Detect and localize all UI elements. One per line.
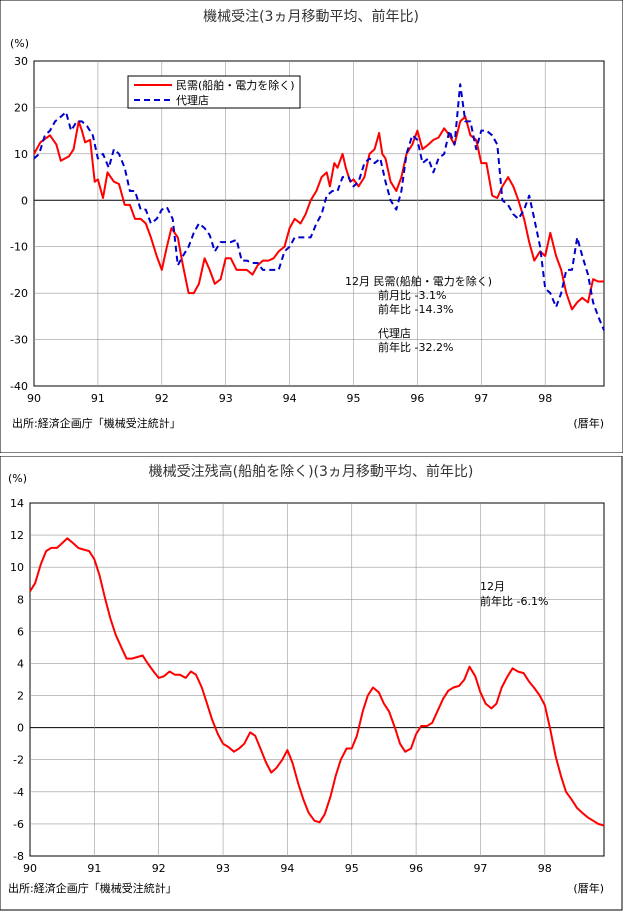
x-tick-label: 98 <box>538 392 552 405</box>
y-tick-label: -4 <box>13 786 24 799</box>
x-tick-label: 96 <box>410 392 424 405</box>
series-line-0 <box>29 537 605 827</box>
y-tick-label: 6 <box>17 625 24 638</box>
y-tick-label: 10 <box>10 561 24 574</box>
x-axis-label: (暦年) <box>573 881 604 895</box>
x-tick-label: 91 <box>91 392 105 405</box>
annotation-line: 前年比 -14.3% <box>378 302 453 316</box>
y-tick-label: -30 <box>10 334 28 347</box>
y-tick-label: 0 <box>17 722 24 735</box>
y-tick-label: 30 <box>14 55 28 68</box>
order-backlog-chart-panel: 機械受注残高(船舶を除く)(3ヵ月移動平均、前年比) (%) 出所:経済企画庁「… <box>0 455 623 911</box>
series-line-1 <box>33 83 605 331</box>
machine-orders-chart-panel: 機械受注(3ヵ月移動平均、前年比) (%) 出所:経済企画庁「機械受注統計」 (… <box>0 0 623 454</box>
legend-label-agency: 代理店 <box>176 93 209 107</box>
x-tick-label: 95 <box>345 862 359 875</box>
x-tick-label: 96 <box>409 862 423 875</box>
y-tick-label: -40 <box>10 380 28 393</box>
y-tick-label: 10 <box>14 148 28 161</box>
x-tick-label: 93 <box>219 392 233 405</box>
y-tick-label: 0 <box>21 194 28 207</box>
x-tick-label: 94 <box>283 392 297 405</box>
y-tick-label: -10 <box>10 241 28 254</box>
legend-box <box>127 75 301 109</box>
x-tick-label: 98 <box>538 862 552 875</box>
legend: 民需(船舶・電力を除く) 代理店 <box>127 75 301 109</box>
chart-title: 機械受注残高(船舶を除く)(3ヵ月移動平均、前年比) <box>149 463 474 480</box>
annotation-line: 12月 民需(船舶・電力を除く) <box>345 274 492 288</box>
annotation-line: 代理店 <box>378 326 411 340</box>
y-tick-label: 4 <box>17 657 24 670</box>
x-tick-label: 94 <box>280 862 294 875</box>
y-tick-label: 12 <box>10 529 24 542</box>
y-tick-label: -2 <box>13 754 24 767</box>
machine-orders-chart: 機械受注(3ヵ月移動平均、前年比) (%) 出所:経済企画庁「機械受注統計」 (… <box>0 0 623 454</box>
chart-title: 機械受注(3ヵ月移動平均、前年比) <box>203 8 419 25</box>
x-tick-label: 95 <box>347 392 361 405</box>
y-unit-label: (%) <box>8 472 27 485</box>
x-tick-label: 91 <box>87 862 101 875</box>
plot-frame <box>29 502 605 857</box>
annotation-block: 12月 前年比 -6.1% <box>480 580 548 608</box>
x-tick-label: 92 <box>152 862 166 875</box>
annotation-block: 12月 民需(船舶・電力を除く) 前月比 -3.1% 前年比 -14.3% 代理… <box>345 274 492 354</box>
y-tick-label: 20 <box>14 101 28 114</box>
y-tick-label: -8 <box>13 850 24 863</box>
x-tick-label: 93 <box>216 862 230 875</box>
x-tick-label: 90 <box>27 392 41 405</box>
x-tick-label: 92 <box>155 392 169 405</box>
annotation-line: 前年比 -32.2% <box>378 340 453 354</box>
annotation-line: 前年比 -6.1% <box>480 594 548 608</box>
annotation-line: 前月比 -3.1% <box>378 288 446 302</box>
y-tick-label: 8 <box>17 593 24 606</box>
x-tick-label: 97 <box>473 862 487 875</box>
x-tick-label: 97 <box>474 392 488 405</box>
y-tick-label: 14 <box>10 497 24 510</box>
source-label: 出所:経済企画庁「機械受注統計」 <box>12 416 181 430</box>
y-tick-label: -20 <box>10 287 28 300</box>
y-tick-label: -6 <box>13 818 24 831</box>
annotation-line: 12月 <box>480 580 505 593</box>
source-label: 出所:経済企画庁「機械受注統計」 <box>8 881 177 895</box>
y-tick-label: 2 <box>17 690 24 703</box>
order-backlog-chart: 機械受注残高(船舶を除く)(3ヵ月移動平均、前年比) (%) 出所:経済企画庁「… <box>0 455 623 911</box>
series-line-0 <box>33 115 604 311</box>
legend-label-private: 民需(船舶・電力を除く) <box>176 78 295 92</box>
plot-frame <box>33 60 605 387</box>
x-axis-label: (暦年) <box>573 416 604 430</box>
y-unit-label: (%) <box>10 37 29 50</box>
x-tick-label: 90 <box>23 862 37 875</box>
plot-area: 14 12 10 8 6 4 2 0 -2 -4 -6 -890 91 92 93 94 95 96 97 98 <box>10 497 605 875</box>
